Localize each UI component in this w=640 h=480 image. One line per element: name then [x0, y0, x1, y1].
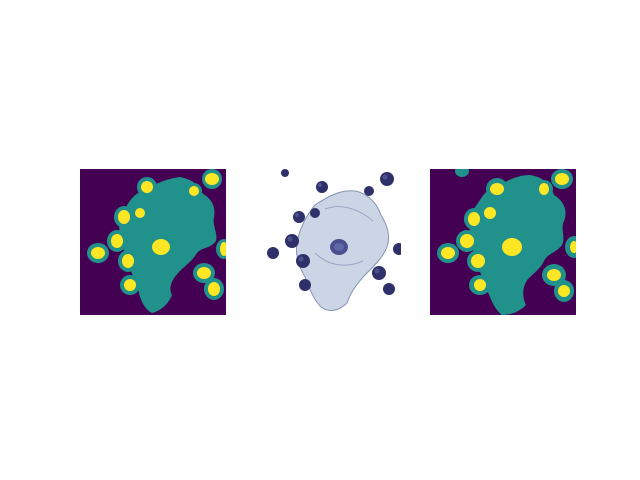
microscopy-image: [255, 169, 401, 315]
mask-left-image: [80, 169, 226, 315]
micrograph-image: [255, 169, 401, 315]
micro-nuclei-highlights: [287, 174, 388, 274]
micro-nuclei: [267, 169, 401, 295]
segmentation-mask-left: [80, 169, 226, 315]
mask-right-image: [430, 169, 576, 315]
micro-fold-line: [324, 206, 374, 222]
segmentation-mask-right: [430, 169, 576, 315]
mask-nuclei: [91, 173, 226, 296]
micro-central-nucleus-center: [334, 243, 344, 251]
mask-nuclei: [441, 173, 576, 297]
micro-fold-line: [314, 252, 364, 266]
